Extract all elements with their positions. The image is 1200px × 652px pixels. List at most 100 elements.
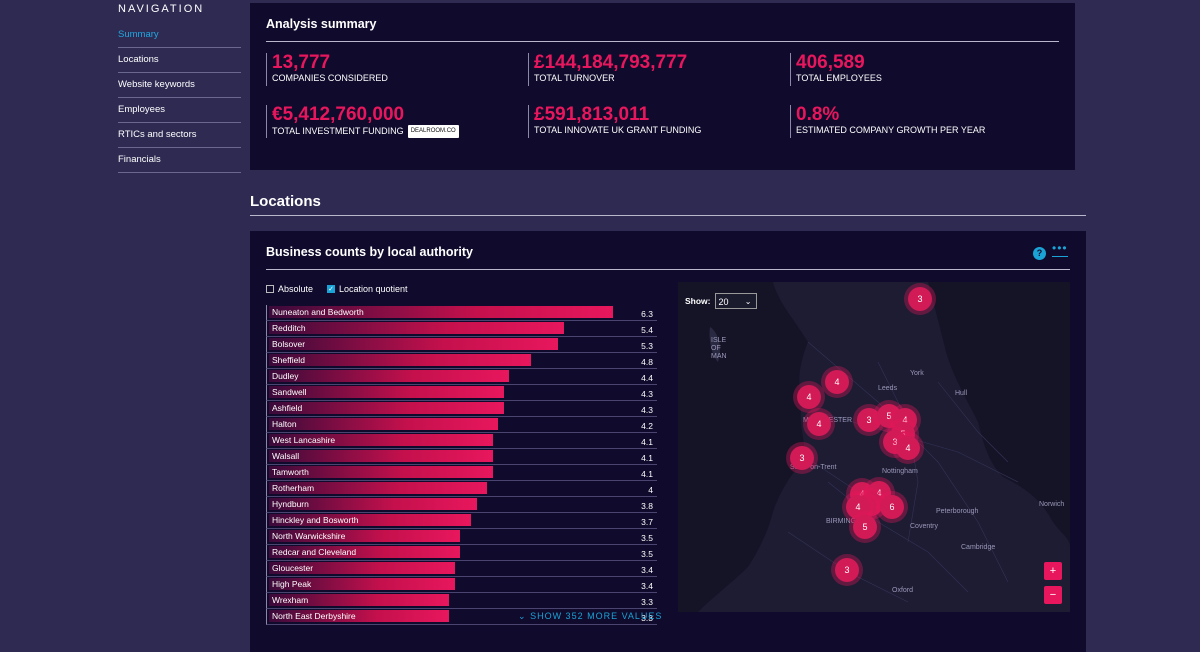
table-row: Tamworth 4.1: [266, 465, 657, 481]
chevron-down-icon: ⌄: [518, 611, 527, 621]
row-value: 4.1: [641, 437, 653, 447]
map-place-label: Norwich: [1039, 501, 1065, 508]
show-label: Show:: [685, 296, 711, 306]
map-cluster-marker[interactable]: 4: [825, 370, 849, 394]
map-base: [678, 282, 1070, 612]
stat-companies: 13,777 COMPANIES CONSIDERED: [266, 53, 388, 86]
absolute-checkbox[interactable]: Absolute: [266, 284, 313, 294]
bar: [269, 546, 460, 558]
bar: [269, 578, 455, 590]
locations-section-title: Locations: [250, 193, 321, 210]
bar: [269, 450, 493, 462]
bar: [269, 482, 487, 494]
zoom-out-button[interactable]: −: [1044, 586, 1062, 604]
row-value: 3.4: [641, 581, 653, 591]
row-value: 4.2: [641, 421, 653, 431]
table-row: Rotherham 4: [266, 481, 657, 497]
map-place-label: ISLE OF MAN: [711, 337, 727, 360]
row-label: Redcar and Cleveland: [272, 547, 357, 557]
bar: [269, 562, 455, 574]
map-place-label: Stoke-on-Trent: [790, 464, 837, 471]
map-place-label: Coventry: [910, 523, 939, 530]
show-control: Show: 20 ⌄: [685, 293, 757, 309]
row-value: 3.7: [641, 517, 653, 527]
location-map[interactable]: Show: 20⌄ ISLE OF MANLeedsYorkHullMANCHE…: [678, 282, 1070, 612]
checkmark-icon: ✓: [327, 285, 335, 293]
nav-item-rtics-and-sectors[interactable]: RTICs and sectors: [118, 123, 241, 148]
bar-list: Nuneaton and Bedworth 6.3 Redditch 5.4 Bolso…: [266, 305, 657, 625]
row-label: Sheffield: [272, 355, 305, 365]
stat-label: TOTAL TURNOVER: [534, 73, 615, 83]
row-value: 4.4: [641, 373, 653, 383]
bar: [269, 610, 449, 622]
map-cluster-marker[interactable]: 5: [853, 515, 877, 539]
stat-label: TOTAL INNOVATE UK GRANT FUNDING: [534, 125, 702, 135]
zoom-in-button[interactable]: +: [1044, 562, 1062, 580]
stat-label: TOTAL INVESTMENT FUNDING: [272, 125, 404, 136]
stat-value: 0.8%: [796, 104, 840, 125]
row-label: Gloucester: [272, 563, 314, 573]
nav-item-summary[interactable]: Summary: [118, 23, 241, 48]
summary-divider: [266, 41, 1059, 42]
map-cluster-marker[interactable]: 3: [835, 558, 859, 582]
table-row: Halton 4.2: [266, 417, 657, 433]
row-value: 4.3: [641, 389, 653, 399]
bar: [269, 402, 504, 414]
row-label: Sandwell: [272, 387, 307, 397]
stat-label: COMPANIES CONSIDERED: [272, 73, 388, 83]
show-more-button[interactable]: ⌄ SHOW 352 MORE VALUES: [518, 611, 662, 622]
stat-value: 406,589: [796, 52, 865, 73]
row-label: North Warwickshire: [272, 531, 346, 541]
row-value: 6.3: [641, 309, 653, 319]
map-cluster-marker[interactable]: 3: [908, 287, 932, 311]
row-value: 3.4: [641, 565, 653, 575]
bar: [269, 498, 477, 510]
map-cluster-marker[interactable]: 3: [790, 446, 814, 470]
nav-item-website-keywords[interactable]: Website keywords: [118, 73, 241, 98]
row-value: 3.3: [641, 613, 653, 623]
bar: [269, 354, 531, 366]
row-value: 5.4: [641, 325, 653, 335]
show-count-select[interactable]: 20 ⌄: [714, 293, 757, 309]
stat-label: TOTAL EMPLOYEES: [796, 73, 882, 83]
nav-item-locations[interactable]: Locations: [118, 48, 241, 73]
nav-item-financials[interactable]: Financials: [118, 148, 241, 173]
table-row: Bolsover 5.3: [266, 337, 657, 353]
row-value: 3.3: [641, 597, 653, 607]
table-row: Redditch 5.4: [266, 321, 657, 337]
table-row: Gloucester 3.4: [266, 561, 657, 577]
map-cluster-marker[interactable]: 6: [880, 495, 904, 519]
map-cluster-marker[interactable]: 4: [807, 412, 831, 436]
bar: [269, 306, 613, 318]
dealroom-logo: dealroom.co: [407, 125, 459, 138]
row-label: Nuneaton and Bedworth: [272, 307, 364, 317]
map-place-label: Oxford: [892, 587, 914, 594]
map-place-label: Hull: [955, 390, 968, 397]
business-counts-title: Business counts by local authority: [266, 245, 473, 259]
more-options-icon[interactable]: •••: [1052, 241, 1068, 257]
row-value: 4.1: [641, 453, 653, 463]
location-quotient-checkbox[interactable]: ✓ Location quotient: [327, 284, 408, 294]
row-label: Ashfield: [272, 403, 303, 413]
row-label: High Peak: [272, 579, 312, 589]
nav-item-employees[interactable]: Employees: [118, 98, 241, 123]
row-value: 3.5: [641, 533, 653, 543]
stat-turnover: £144,184,793,777 TOTAL TURNOVER: [528, 53, 687, 86]
bar: [269, 322, 564, 334]
analysis-summary-panel: Analysis summary 13,777 COMPANIES CONSID…: [250, 3, 1075, 170]
row-label: Halton: [272, 419, 297, 429]
map-place-label: Peterborough: [936, 508, 979, 515]
map-cluster-marker[interactable]: 4: [797, 385, 821, 409]
table-row: West Lancashire 4.1: [266, 433, 657, 449]
table-row: Sandwell 4.3: [266, 385, 657, 401]
table-row: North Warwickshire 3.5: [266, 529, 657, 545]
help-icon[interactable]: ?: [1033, 247, 1046, 260]
row-label: Dudley: [272, 371, 299, 381]
map-place-label: York: [910, 370, 924, 377]
stat-growth: 0.8% ESTIMATED COMPANY GROWTH PER YEAR: [790, 105, 985, 138]
table-row: Wrexham 3.3: [266, 593, 657, 609]
table-row: Ashfield 4.3: [266, 401, 657, 417]
row-label: Redditch: [272, 323, 306, 333]
bar: [269, 386, 504, 398]
map-cluster-marker[interactable]: 4: [896, 436, 920, 460]
